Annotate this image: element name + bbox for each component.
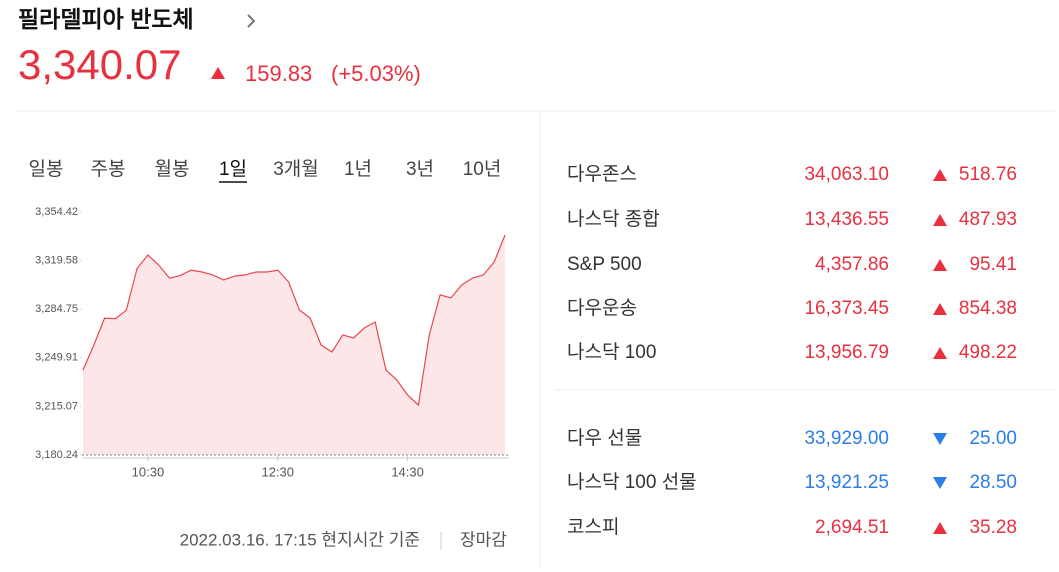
direction-arrow xyxy=(933,347,947,359)
index-change: 25.00 xyxy=(969,428,1017,449)
x-tick-label: 12:30 xyxy=(261,464,294,479)
index-name[interactable]: 나스닥 종합 xyxy=(567,208,660,230)
direction-arrow xyxy=(933,477,947,489)
index-change: 854.38 xyxy=(959,298,1017,319)
index-change: 35.28 xyxy=(969,517,1017,538)
price-line xyxy=(82,234,506,407)
direction-arrow xyxy=(933,303,947,315)
index-name[interactable]: 다우존스 xyxy=(567,163,637,185)
index-value: 4,357.86 xyxy=(815,254,889,275)
period-tab[interactable]: 월봉 xyxy=(155,158,190,180)
y-tick-label: 3,354.42 xyxy=(35,206,78,218)
index-value: 16,373.45 xyxy=(804,298,889,319)
y-tick-label: 3,180.24 xyxy=(35,449,78,461)
current-price: 3,340.07 xyxy=(18,41,182,88)
index-name[interactable]: 나스닥 100 선물 xyxy=(567,471,697,493)
direction-arrow xyxy=(933,214,947,226)
period-tab[interactable]: 1년 xyxy=(344,158,372,180)
period-tab[interactable]: 주봉 xyxy=(91,159,126,180)
direction-arrow xyxy=(933,433,947,445)
direction-arrow xyxy=(933,259,947,271)
chevron-icon[interactable] xyxy=(247,14,256,28)
index-name[interactable]: 나스닥 100 xyxy=(567,341,656,363)
y-tick-label: 3,284.75 xyxy=(35,303,78,315)
index-change: 487.93 xyxy=(959,209,1017,230)
index-change: 95.41 xyxy=(969,254,1017,275)
period-tab[interactable]: 3개월 xyxy=(273,158,319,180)
market-status: 장마감 xyxy=(460,530,507,549)
direction-arrow xyxy=(933,522,947,534)
direction-arrow xyxy=(211,67,225,79)
price-change: 159.83 xyxy=(245,61,312,86)
index-value: 2,694.51 xyxy=(815,517,889,538)
timestamp: 2022.03.16. 17:15 현지시간 기준 xyxy=(180,530,420,549)
index-name[interactable]: S&P 500 xyxy=(567,254,642,275)
index-change: 518.76 xyxy=(959,164,1017,185)
price-change-pct: (+5.03%) xyxy=(331,61,421,86)
period-tab[interactable]: 10년 xyxy=(463,158,502,180)
index-value: 33,929.00 xyxy=(804,428,889,449)
index-name[interactable]: 다우 선물 xyxy=(567,427,642,449)
period-tab[interactable]: 3년 xyxy=(406,158,434,180)
index-change: 498.22 xyxy=(959,342,1017,363)
index-value: 13,436.55 xyxy=(804,209,889,230)
price-area xyxy=(83,235,505,455)
index-value: 13,921.25 xyxy=(804,472,889,493)
direction-arrow xyxy=(933,169,947,181)
y-tick-label: 3,319.58 xyxy=(35,255,78,267)
index-change: 28.50 xyxy=(969,472,1017,493)
x-tick-label: 14:30 xyxy=(391,464,424,479)
period-tab[interactable]: 1일 xyxy=(219,158,247,180)
y-tick-label: 3,215.07 xyxy=(35,400,78,412)
period-tab[interactable]: 일봉 xyxy=(29,158,64,180)
index-name[interactable]: 코스피 xyxy=(567,516,619,538)
y-tick-label: 3,249.91 xyxy=(35,352,78,364)
index-title[interactable]: 필라델피아 반도체 xyxy=(18,6,194,32)
index-value: 13,956.79 xyxy=(804,342,889,363)
index-value: 34,063.10 xyxy=(804,164,889,185)
index-name[interactable]: 다우운송 xyxy=(567,297,637,319)
x-tick-label: 10:30 xyxy=(132,464,165,479)
